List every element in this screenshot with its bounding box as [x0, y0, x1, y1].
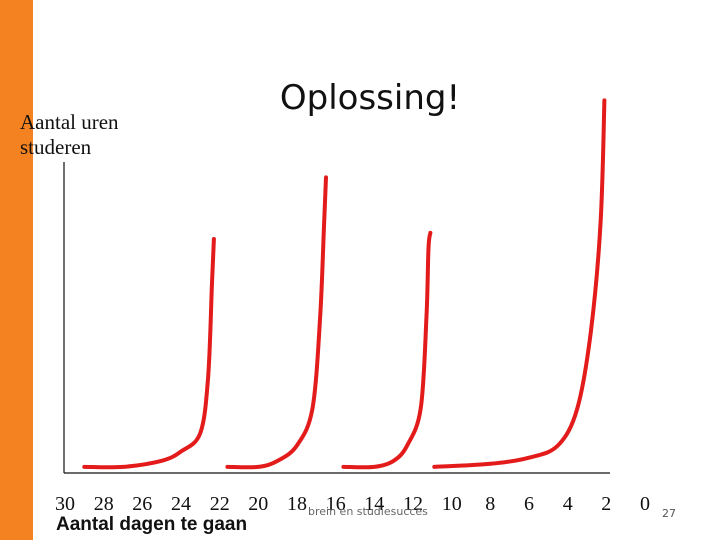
x-tick-label: 18 [287, 493, 307, 515]
x-tick-label: 14 [364, 493, 384, 515]
orange-accent-bar [0, 0, 33, 540]
x-tick-label: 4 [563, 493, 573, 515]
x-tick-label: 8 [485, 493, 495, 515]
x-tick-label: 28 [94, 493, 114, 515]
x-tick-label: 2 [601, 493, 611, 515]
study-curve-1 [82, 237, 216, 470]
study-curve-4 [432, 98, 607, 469]
study-curve-3 [341, 230, 433, 470]
x-tick-label: 0 [640, 493, 650, 515]
x-tick-label: 26 [132, 493, 152, 515]
slide-footer: brein en studiesucces [308, 505, 428, 518]
page-number: 27 [662, 507, 676, 520]
x-axis-label: Aantal dagen te gaan [56, 514, 248, 535]
x-tick-label: 10 [442, 493, 462, 515]
x-tick-label: 24 [171, 493, 191, 515]
x-tick-label: 6 [524, 493, 534, 515]
x-tick-label: 20 [248, 493, 268, 515]
x-tick-label: 22 [210, 493, 230, 515]
x-tick-label: 12 [403, 493, 423, 515]
slide-title: Oplossing! [279, 78, 461, 118]
x-tick-label: 30 [55, 493, 75, 515]
study-curve-2 [225, 175, 328, 470]
x-tick-label: 16 [326, 493, 346, 515]
y-axis-label: Aantal uren studeren [20, 110, 119, 159]
